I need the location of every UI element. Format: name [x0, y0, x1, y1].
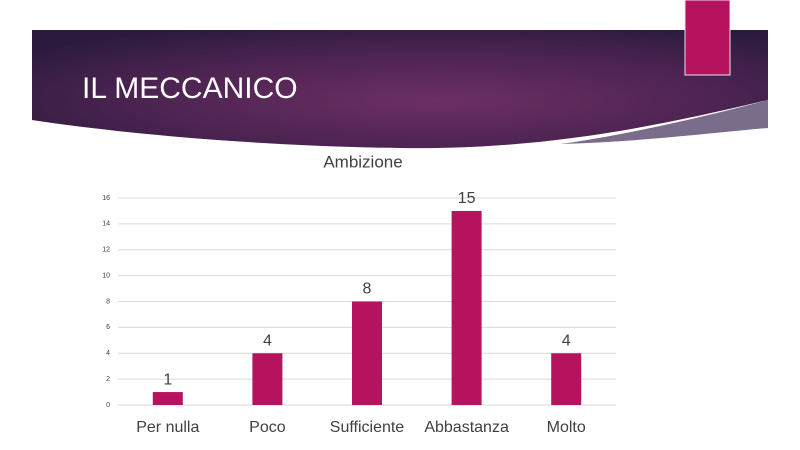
- banner-swoosh: [560, 100, 768, 144]
- y-tick-label: 4: [106, 350, 110, 357]
- data-label: 15: [458, 190, 476, 207]
- y-tick-label: 10: [102, 272, 110, 279]
- banner: [32, 30, 768, 149]
- bar: [252, 353, 283, 405]
- y-tick-label: 14: [102, 221, 110, 228]
- data-label: 4: [562, 332, 571, 349]
- y-tick-label: 12: [102, 247, 110, 254]
- y-tick-label: 8: [106, 298, 110, 305]
- y-tick-label: 6: [106, 324, 110, 331]
- x-tick-label: Molto: [547, 419, 586, 436]
- x-tick-label: Abbastanza: [424, 419, 509, 436]
- data-label: 8: [363, 281, 372, 298]
- chart-title: Ambizione: [323, 152, 402, 171]
- x-tick-label: Per nulla: [136, 419, 199, 436]
- bar: [451, 210, 482, 405]
- data-label: 4: [263, 332, 272, 349]
- bar: [551, 353, 582, 405]
- accent-tab: [684, 0, 731, 76]
- y-tick-label: 0: [106, 402, 110, 409]
- data-label: 1: [163, 371, 172, 388]
- slide-title: IL MECCANICO: [82, 72, 298, 105]
- bar: [352, 301, 382, 405]
- x-tick-label: Sufficiente: [330, 419, 405, 436]
- x-tick-label: Poco: [249, 419, 286, 436]
- y-tick-label: 16: [102, 195, 110, 202]
- bar: [152, 392, 183, 405]
- y-tick-label: 2: [106, 376, 110, 383]
